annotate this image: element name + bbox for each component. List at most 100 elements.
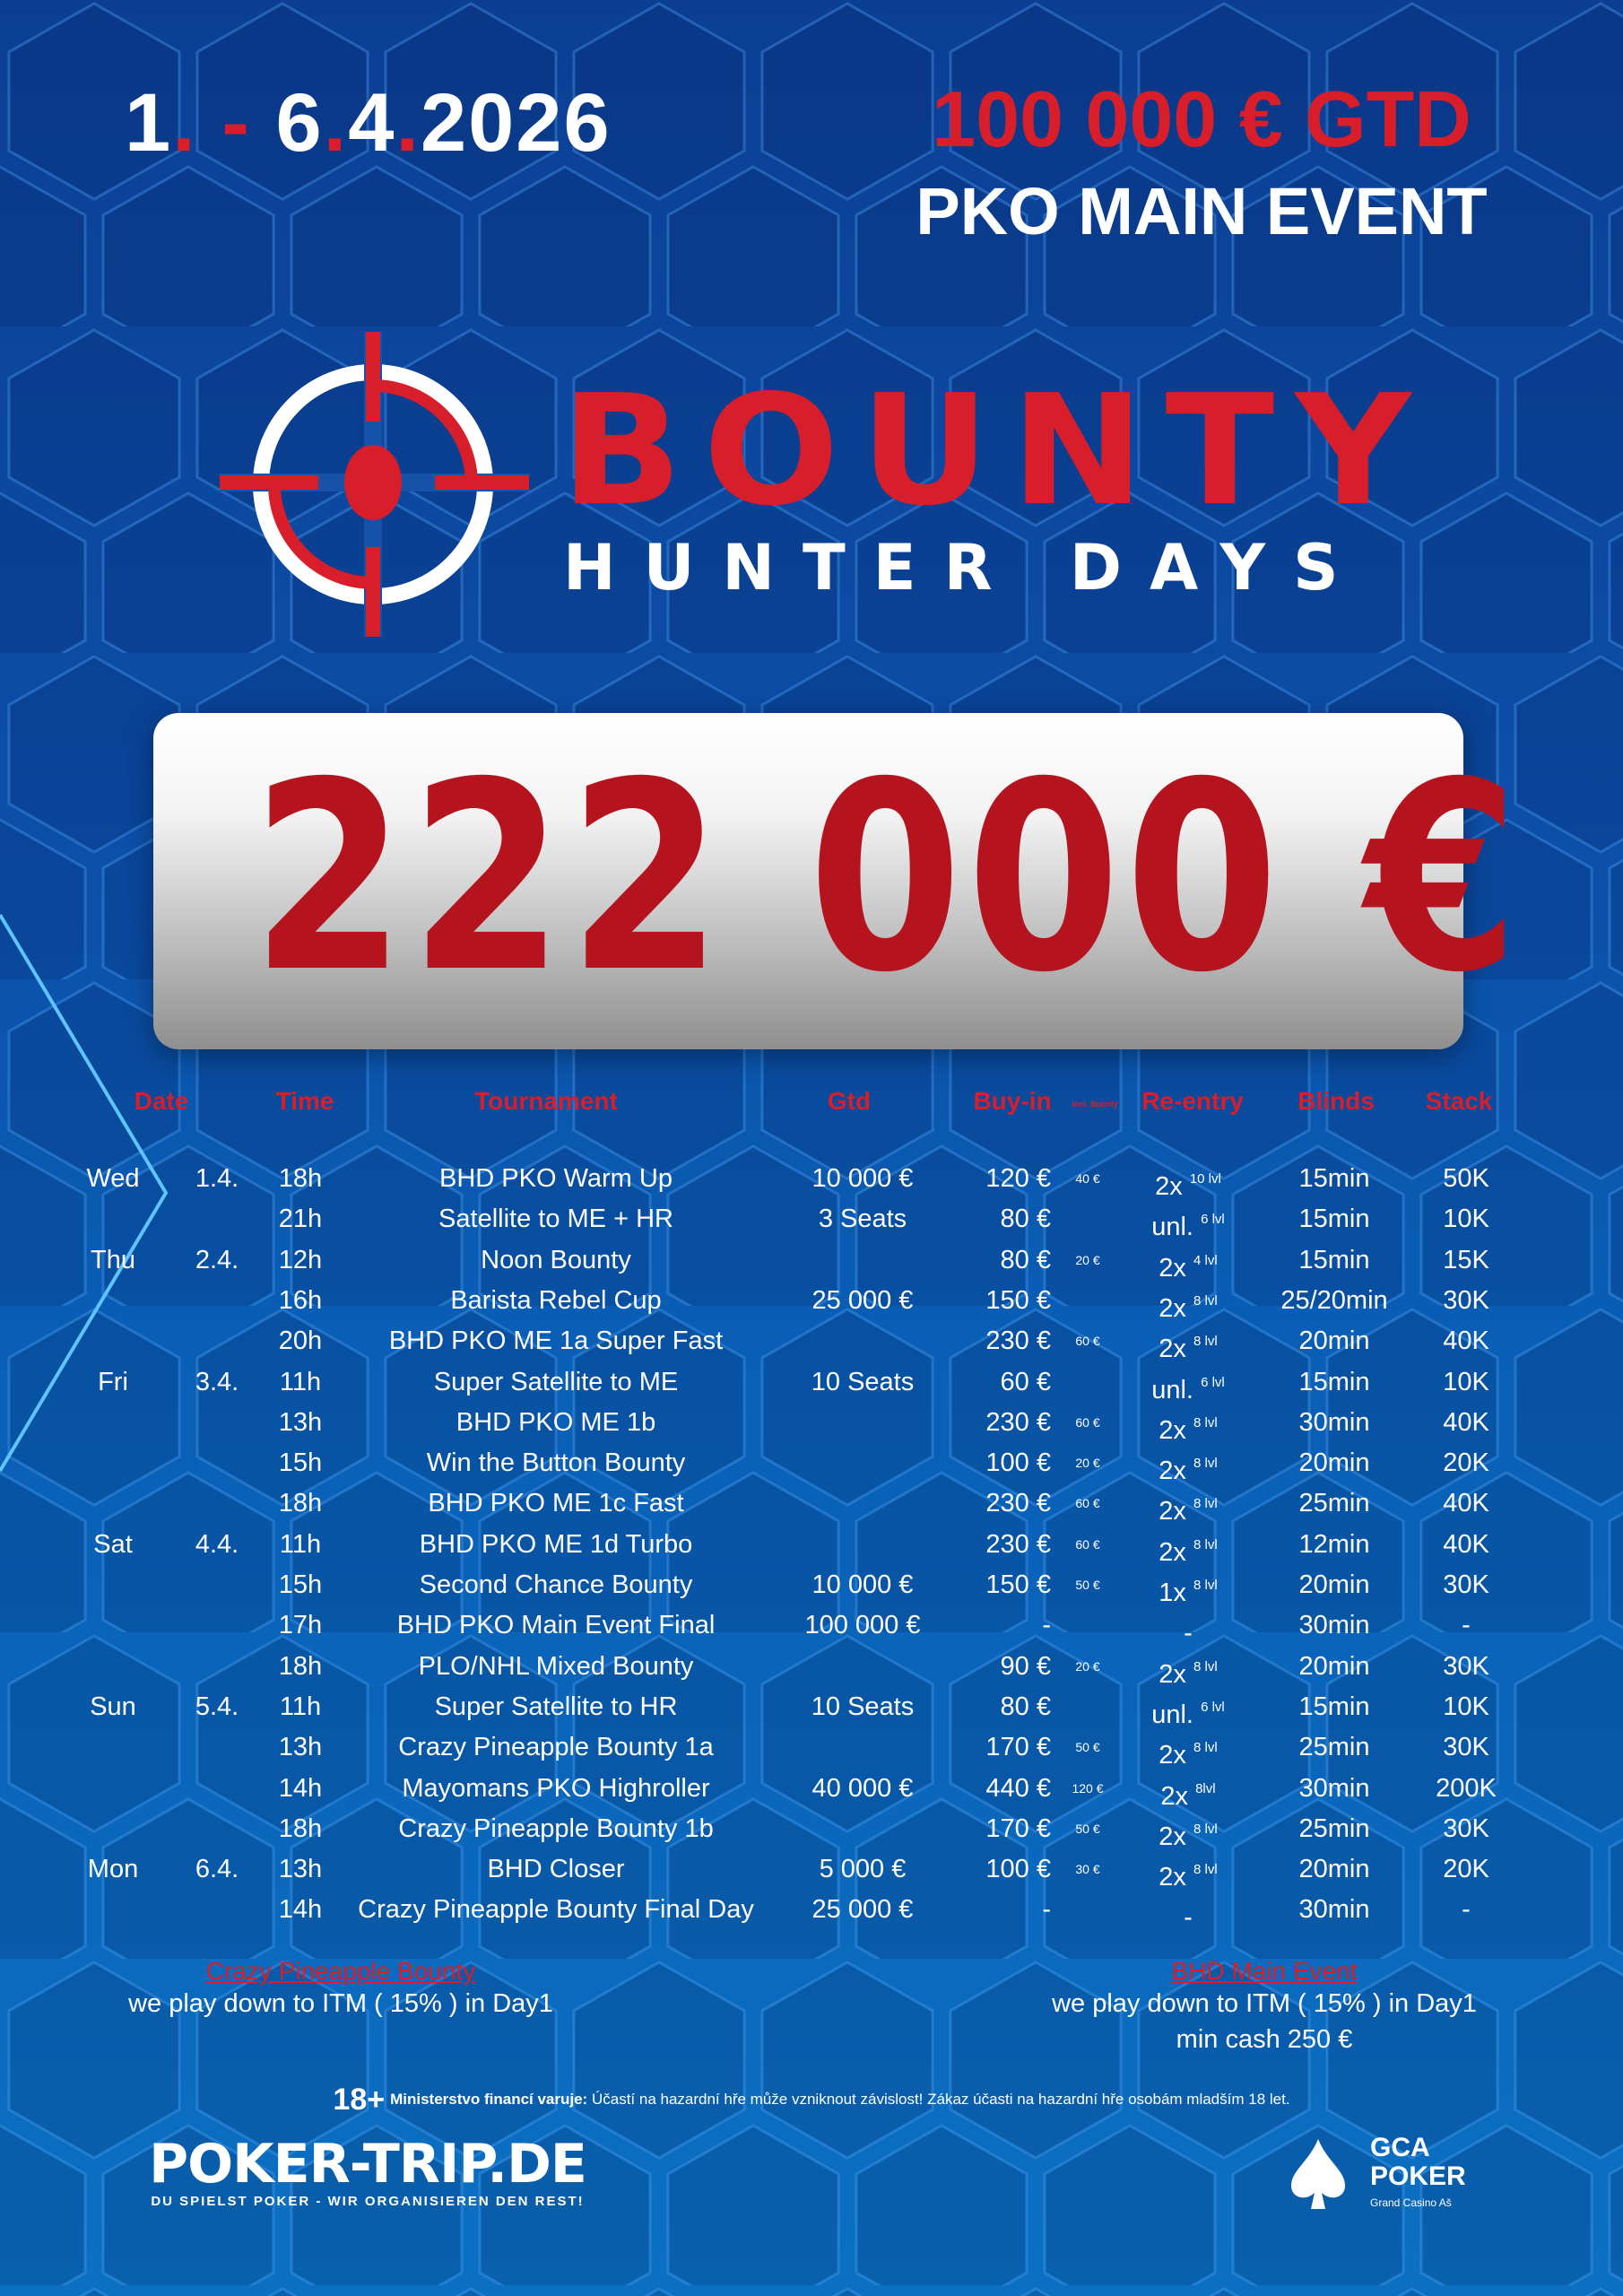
reentry-levels: 8 lvl <box>1193 1334 1218 1350</box>
note-line: we play down to ITM ( 15% ) in Day1 <box>1052 1989 1477 2018</box>
cell-time: 16h <box>278 1285 323 1315</box>
cell-buyin: 90 € <box>1000 1651 1051 1681</box>
cell-blinds: 30min <box>1298 1611 1370 1640</box>
cell-stack: - <box>1462 1895 1471 1925</box>
cell-reentry: 1x 8 lvl <box>1124 1565 1252 1613</box>
cell-gtd: 3 Seats <box>818 1205 907 1234</box>
cell-stack: 40K <box>1443 1326 1489 1356</box>
cell-buyin: 230 € <box>985 1407 1051 1437</box>
crosshair-icon <box>220 332 529 637</box>
cell-buyin: 100 € <box>985 1448 1051 1478</box>
cell-gtd: 25 000 € <box>812 1895 914 1925</box>
cell-blinds: 15min <box>1298 1205 1370 1234</box>
header-time: Time <box>275 1087 334 1115</box>
reentry-count: 2x <box>1159 1863 1186 1892</box>
table-row: 20h BHD PKO ME 1a Super Fast 230 € 60 € 2x 8… <box>0 1321 1623 1364</box>
cell-reentry: unl. 6 lvl <box>1124 1362 1252 1411</box>
cell-blinds: 30min <box>1298 1895 1370 1925</box>
cell-time: 20h <box>278 1326 323 1356</box>
cell-reentry: 2x 8 lvl <box>1124 1403 1252 1451</box>
cell-stack: 20K <box>1443 1855 1489 1884</box>
cell-reentry: 2x 8lvl <box>1124 1769 1252 1817</box>
cell-stack: 50K <box>1443 1164 1489 1193</box>
cell-gtd: 25 000 € <box>812 1285 914 1315</box>
cell-blinds: 25min <box>1298 1489 1370 1518</box>
cell-buyin: 150 € <box>985 1570 1051 1599</box>
reentry-count: 2x <box>1159 1457 1186 1486</box>
cell-date: 5.4. <box>195 1692 239 1721</box>
reentry-count: 2x <box>1159 1741 1186 1770</box>
cell-name: Second Chance Bounty <box>419 1570 693 1599</box>
reentry-count: 2x <box>1159 1537 1186 1567</box>
table-row: Fri 3.4. 11h Super Satellite to ME 10 Seats 6… <box>0 1362 1623 1405</box>
cell-reentry: - <box>1124 1605 1252 1654</box>
reentry-levels: 6 lvl <box>1201 1374 1225 1390</box>
note-main-event: BHD Main Event we play down to ITM ( 15%… <box>1040 1957 1488 2057</box>
table-row: 17h BHD PKO Main Event Final 100 000 € - - 3… <box>0 1605 1623 1648</box>
cell-time: 18h <box>278 1489 323 1518</box>
cell-stack: 10K <box>1443 1367 1489 1396</box>
cell-blinds: 25/20min <box>1280 1285 1388 1315</box>
reentry-levels: 8 lvl <box>1193 1862 1218 1878</box>
reentry-levels: 8 lvl <box>1193 1658 1218 1674</box>
cell-buyin: 150 € <box>985 1285 1051 1315</box>
poker-trip-logo: POKER-TRIP.DE DU SPIELST POKER - WIR ORG… <box>149 2133 587 2209</box>
cell-gtd: 5 000 € <box>819 1855 907 1884</box>
table-row: Mon 6.4. 13h BHD Closer 5 000 € 100 € 30 € 2x 8… <box>0 1849 1623 1892</box>
cell-buyin: 170 € <box>985 1813 1051 1843</box>
logo-title-hunter-days: HUNTER DAYS <box>563 531 1367 604</box>
cell-stack: 200K <box>1436 1773 1497 1803</box>
prize-pool-panel <box>153 713 1463 1049</box>
cell-name: Barista Rebel Cup <box>450 1285 662 1315</box>
table-row: 21h Satellite to ME + HR 3 Seats 80 € unl. 6… <box>0 1199 1623 1242</box>
reentry-levels: 8 lvl <box>1193 1578 1218 1593</box>
cell-name: BHD PKO Main Event Final <box>396 1611 716 1640</box>
reentry-levels: 4 lvl <box>1193 1252 1218 1268</box>
cell-gtd: 40 000 € <box>812 1773 914 1803</box>
reentry-levels: 8 lvl <box>1193 1821 1218 1837</box>
cell-stack: - <box>1462 1611 1471 1640</box>
cell-time: 15h <box>278 1448 323 1478</box>
cell-buyin: - <box>1042 1611 1051 1640</box>
cell-time: 13h <box>278 1733 323 1762</box>
cell-buyin: 80 € <box>1000 1692 1051 1721</box>
cell-buyin: 230 € <box>985 1326 1051 1356</box>
cell-name: BHD PKO ME 1b <box>456 1407 656 1437</box>
reentry-count: unl. <box>1151 1213 1193 1242</box>
table-row: 18h BHD PKO ME 1c Fast 230 € 60 € 2x 8 lvl 25… <box>0 1483 1623 1526</box>
reentry-count: 2x <box>1159 1335 1186 1364</box>
cell-time: 14h <box>278 1773 323 1803</box>
reentry-levels: 10 lvl <box>1189 1171 1221 1187</box>
reentry-levels: 8lvl <box>1195 1780 1216 1796</box>
note-title: Crazy Pineapple Bounty <box>205 1957 476 1985</box>
reentry-count: 2x <box>1155 1172 1183 1201</box>
cell-blinds: 30min <box>1298 1407 1370 1437</box>
cell-time: 17h <box>278 1611 323 1640</box>
cell-blinds: 15min <box>1298 1692 1370 1721</box>
cell-date: 2.4. <box>195 1245 239 1274</box>
cell-time: 11h <box>279 1529 322 1559</box>
table-row: 13h BHD PKO ME 1b 230 € 60 € 2x 8 lvl 30min 40… <box>0 1403 1623 1445</box>
cell-blinds: 20min <box>1298 1651 1370 1681</box>
cell-bounty: 50 € <box>1075 1821 1100 1836</box>
cell-bounty: 50 € <box>1075 1740 1100 1755</box>
cell-blinds: 15min <box>1298 1245 1370 1274</box>
table-row: Sun 5.4. 11h Super Satellite to HR 10 Seats 8… <box>0 1687 1623 1729</box>
cell-reentry: 2x 8 lvl <box>1124 1525 1252 1573</box>
header-gtd: Gtd <box>827 1087 872 1115</box>
cell-blinds: 15min <box>1298 1367 1370 1396</box>
cell-blinds: 20min <box>1298 1326 1370 1356</box>
table-row: Wed 1.4. 18h BHD PKO Warm Up 10 000 € 120 € 40… <box>0 1159 1623 1201</box>
cell-day: Sun <box>90 1692 136 1721</box>
note-line: we play down to ITM ( 15% ) in Day1 <box>128 1989 553 2018</box>
cell-stack: 40K <box>1443 1489 1489 1518</box>
cell-reentry: 2x 8 lvl <box>1124 1809 1252 1857</box>
cell-stack: 30K <box>1443 1813 1489 1843</box>
decorative-line <box>0 913 169 1473</box>
cell-stack: 10K <box>1443 1205 1489 1234</box>
cell-name: BHD PKO ME 1a Super Fast <box>388 1326 724 1356</box>
table-row: 16h Barista Rebel Cup 25 000 € 150 € 2x 8 lv… <box>0 1281 1623 1323</box>
cell-name: BHD PKO ME 1c Fast <box>428 1489 684 1518</box>
cell-buyin: 170 € <box>985 1733 1051 1762</box>
